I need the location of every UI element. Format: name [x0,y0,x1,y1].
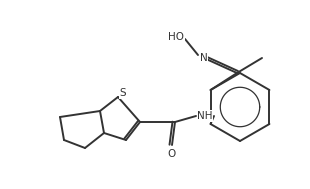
Text: N: N [200,53,208,63]
Text: O: O [168,149,176,159]
Text: S: S [120,88,126,98]
Text: NH: NH [197,111,213,121]
Text: HO: HO [168,32,184,42]
